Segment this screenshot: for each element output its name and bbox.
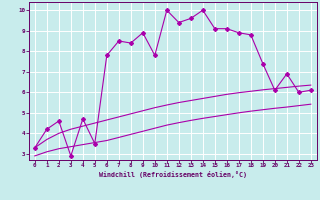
X-axis label: Windchill (Refroidissement éolien,°C): Windchill (Refroidissement éolien,°C): [99, 171, 247, 178]
